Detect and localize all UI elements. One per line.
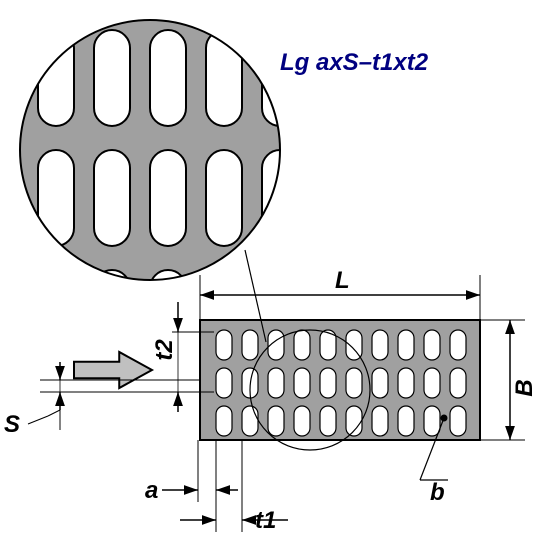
slot xyxy=(294,368,310,398)
slot xyxy=(320,406,336,436)
slot xyxy=(372,368,388,398)
slot xyxy=(398,330,414,360)
magnified-slot xyxy=(262,30,298,126)
slot xyxy=(346,368,362,398)
slot xyxy=(424,368,440,398)
magnified-slot xyxy=(38,30,74,126)
slot xyxy=(424,406,440,436)
slot xyxy=(216,406,232,436)
slot xyxy=(398,406,414,436)
magnified-slot xyxy=(38,0,74,6)
slot xyxy=(424,330,440,360)
direction-arrow-icon xyxy=(74,352,152,388)
magnified-slot xyxy=(262,0,298,6)
dimension-L: L xyxy=(200,267,480,320)
magnified-slot xyxy=(38,150,74,246)
magnified-slot xyxy=(206,0,242,6)
magnified-slot xyxy=(150,0,186,6)
dimension-t1: t1 xyxy=(180,440,288,534)
slot xyxy=(450,368,466,398)
magnified-slot xyxy=(38,270,74,366)
slot xyxy=(216,368,232,398)
magnified-slot xyxy=(94,390,130,486)
magnified-slot xyxy=(206,30,242,126)
magnified-slot xyxy=(150,30,186,126)
magnified-slot xyxy=(94,270,130,366)
label-a: a xyxy=(145,477,158,504)
label-B: B xyxy=(511,379,538,396)
dimension-B: B xyxy=(480,320,538,440)
label-S: S xyxy=(4,411,20,438)
label-L: L xyxy=(335,267,350,294)
slot xyxy=(450,406,466,436)
slot xyxy=(294,406,310,436)
label-t1: t1 xyxy=(255,507,276,534)
slot xyxy=(268,368,284,398)
magnified-slot xyxy=(94,0,130,6)
slot xyxy=(372,406,388,436)
slot xyxy=(242,406,258,436)
magnified-slot xyxy=(206,150,242,246)
formula-title: Lg axS–t1xt2 xyxy=(280,49,429,76)
slot xyxy=(450,330,466,360)
slot xyxy=(216,330,232,360)
magnified-slot xyxy=(94,30,130,126)
dimension-a: a xyxy=(145,440,238,504)
slot xyxy=(268,406,284,436)
slot xyxy=(372,330,388,360)
label-t2: t2 xyxy=(151,339,178,361)
slot xyxy=(398,368,414,398)
label-b: b xyxy=(430,479,445,506)
slot xyxy=(294,330,310,360)
slot xyxy=(320,368,336,398)
slot xyxy=(242,330,258,360)
magnified-slot xyxy=(94,150,130,246)
magnified-slot xyxy=(150,150,186,246)
